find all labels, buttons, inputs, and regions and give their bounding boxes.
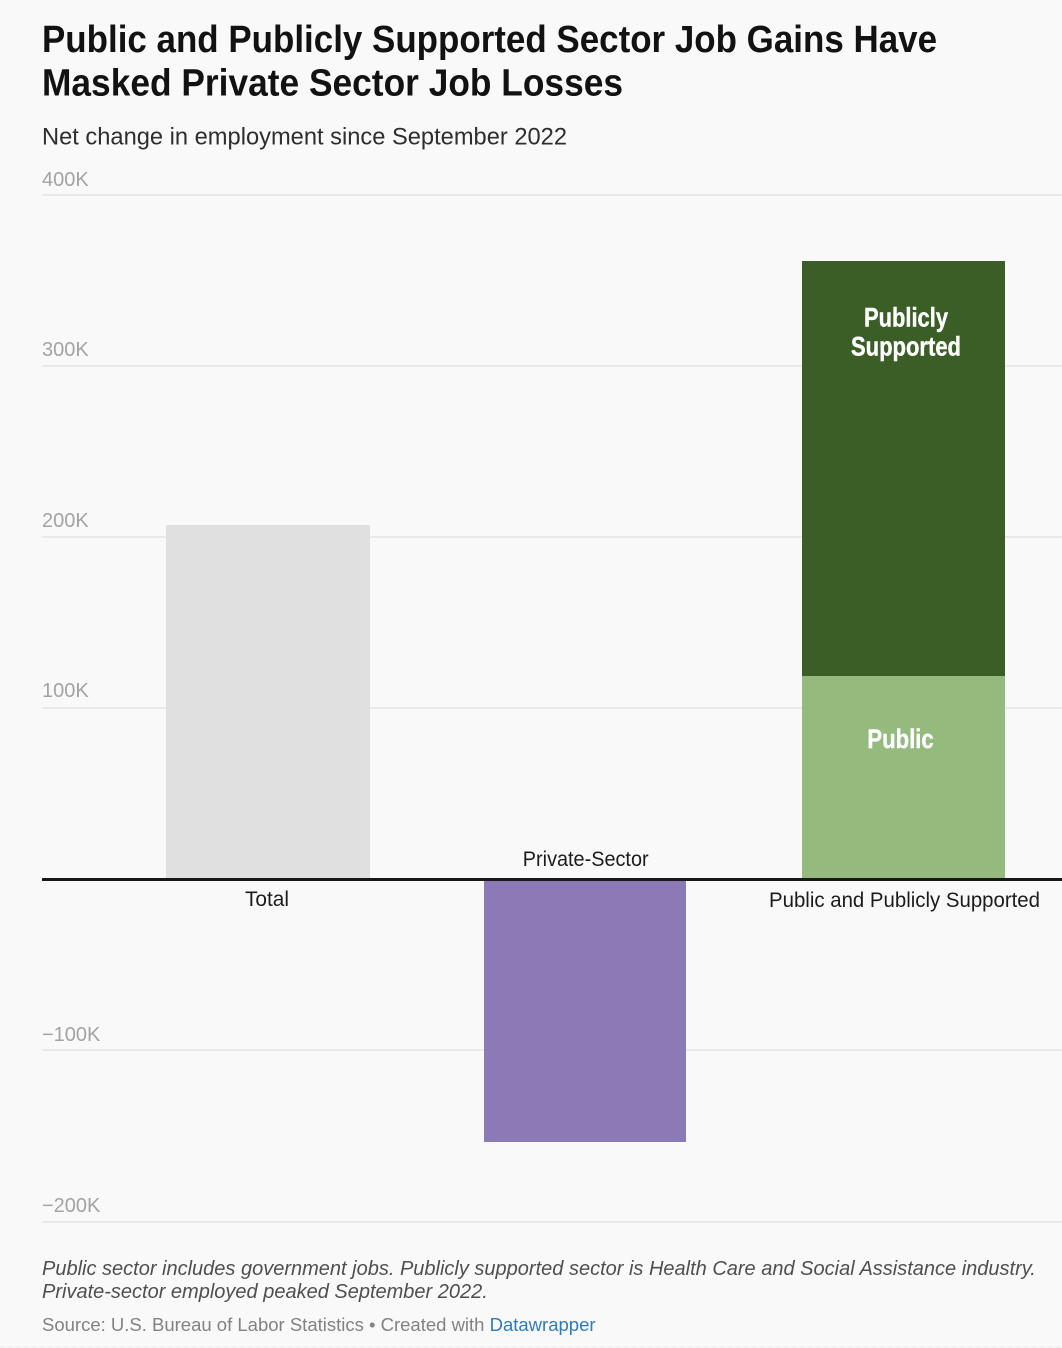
svg-text:Publicly: Publicly	[864, 302, 948, 332]
svg-text:Net change in employment since: Net change in employment since September…	[42, 123, 567, 150]
svg-text:Masked Private Sector Job Loss: Masked Private Sector Job Losses	[42, 63, 623, 105]
svg-text:Total: Total	[245, 888, 289, 911]
svg-text:Supported: Supported	[851, 331, 961, 361]
svg-text:Public: Public	[867, 724, 933, 754]
svg-text:Private-Sector: Private-Sector	[523, 848, 649, 871]
svg-text:Public and Publicly Supported: Public and Publicly Supported	[769, 889, 1040, 912]
svg-text:Public and Publicly Supported: Public and Publicly Supported Sector Job…	[42, 19, 937, 61]
